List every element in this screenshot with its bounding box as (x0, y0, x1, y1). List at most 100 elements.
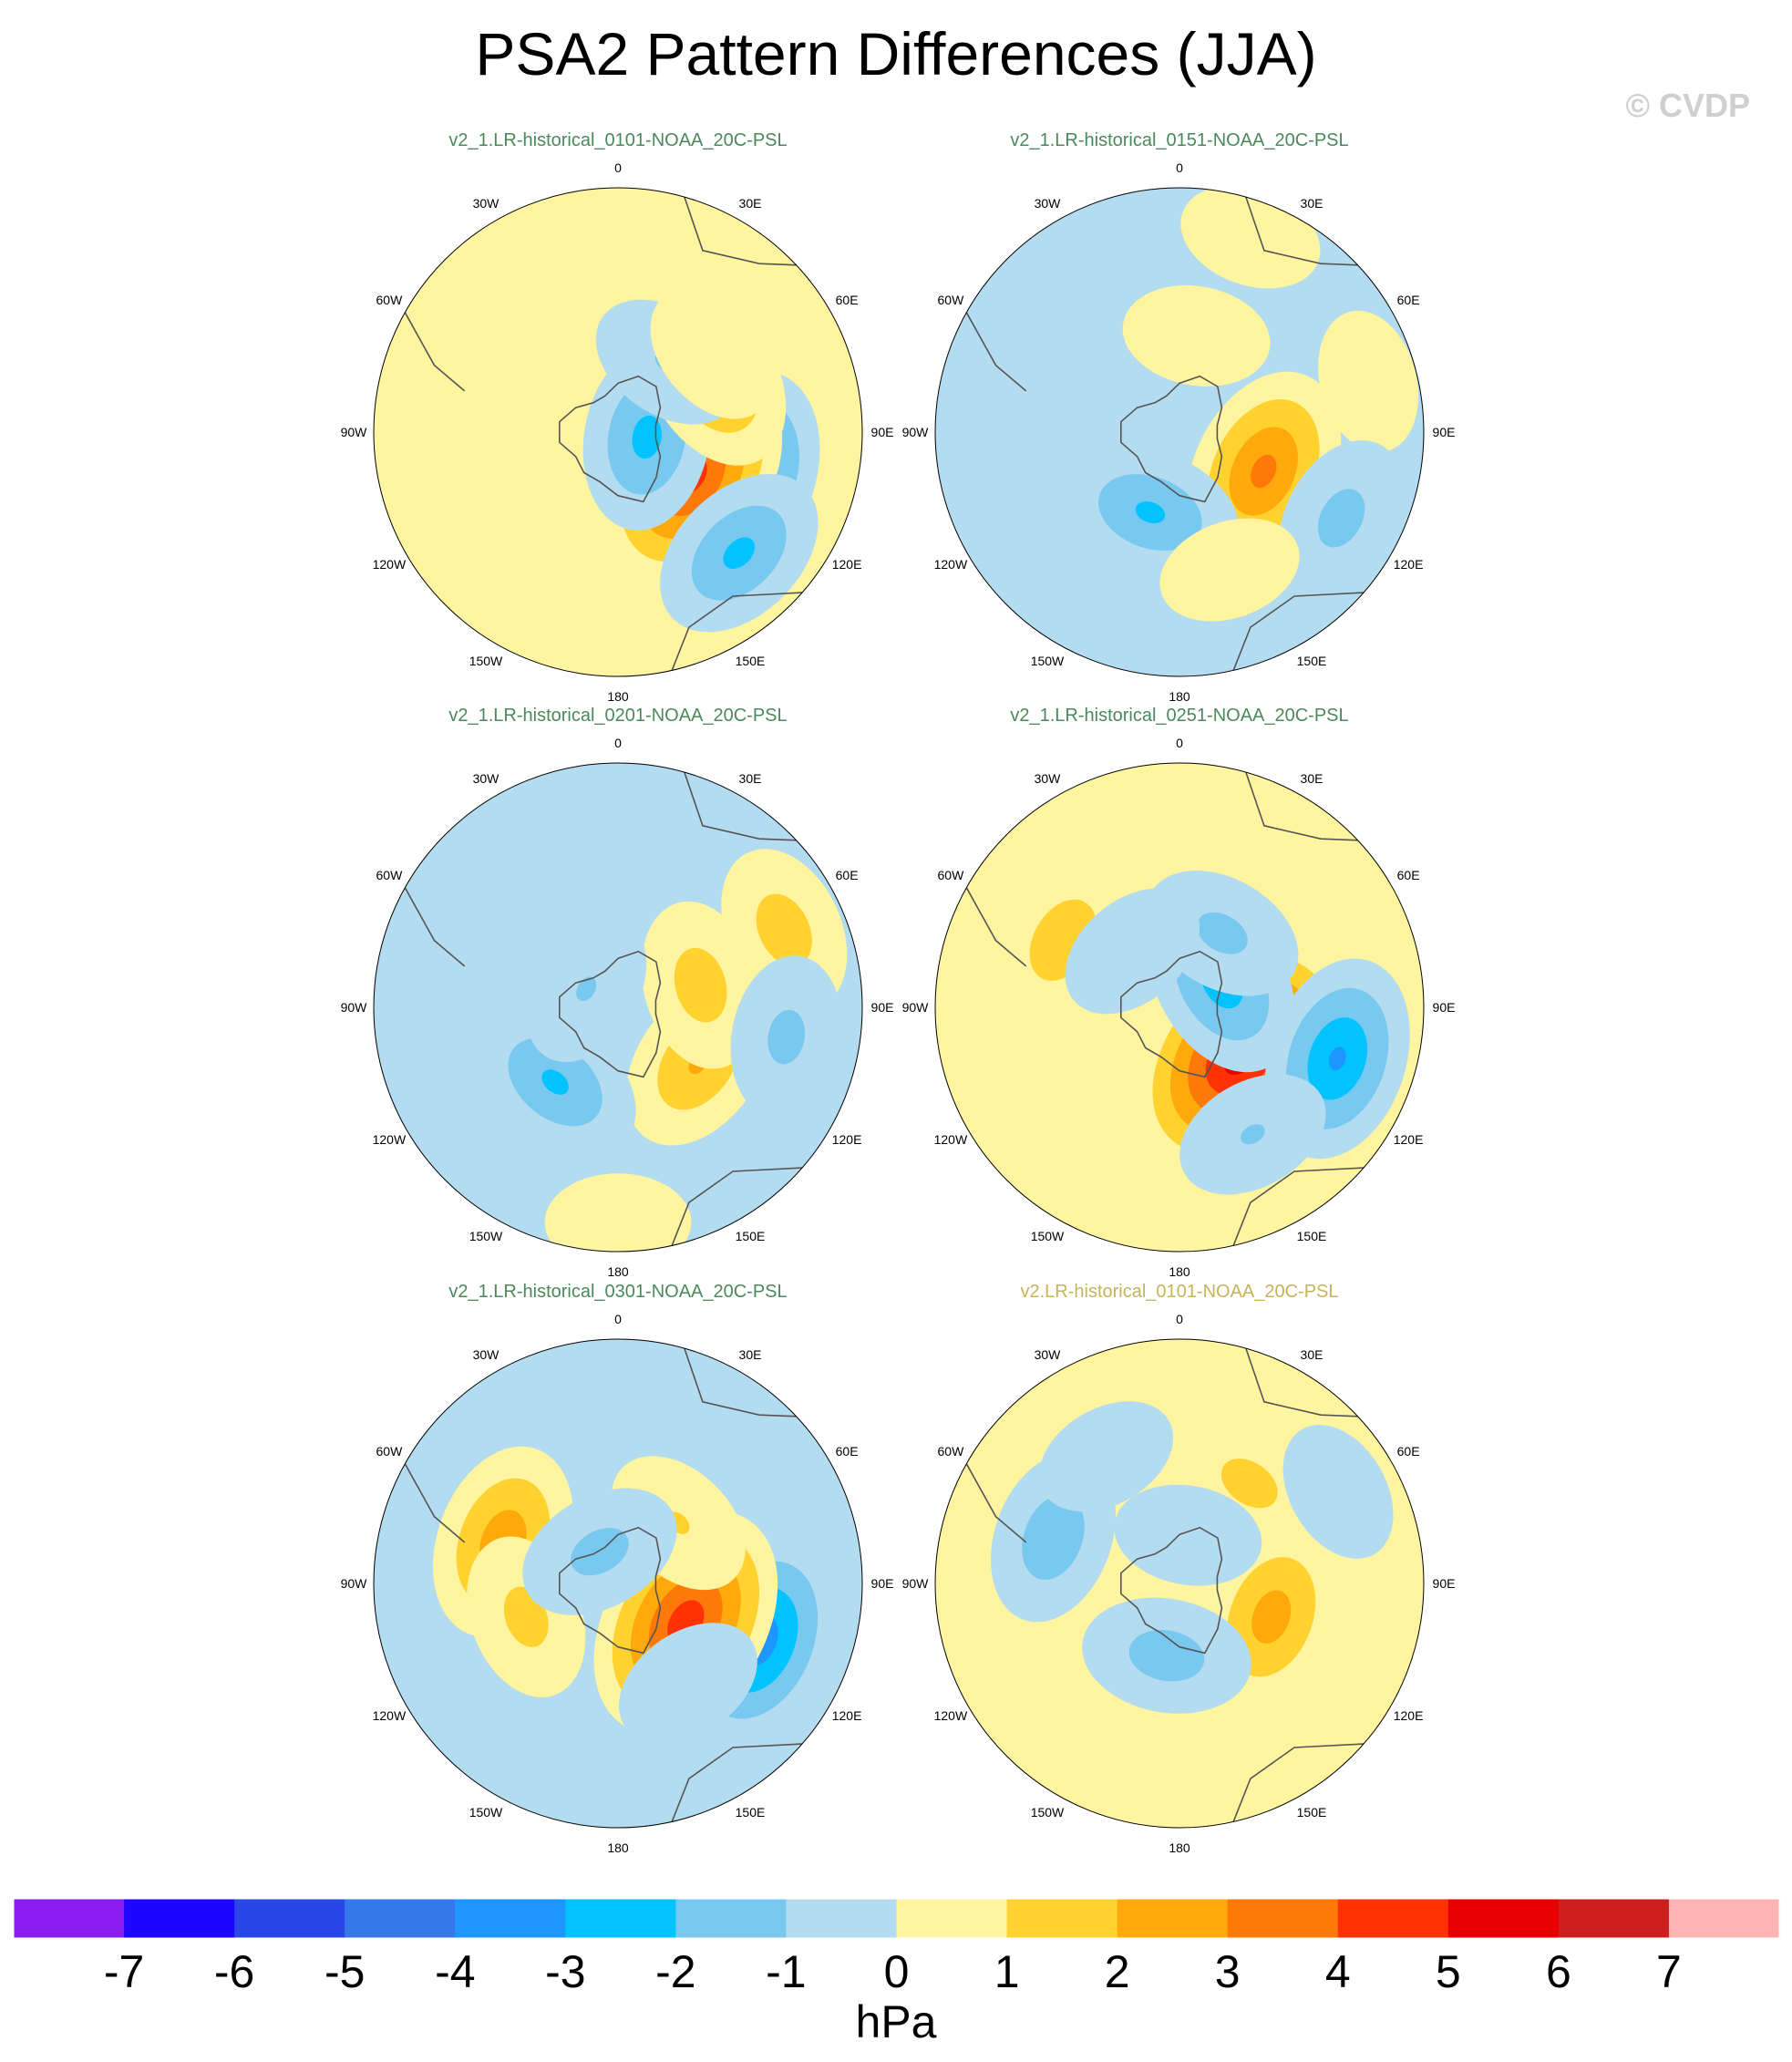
colorbar-swatch (1558, 1899, 1670, 1938)
contour-field (935, 1339, 1424, 1828)
coastline (669, 1742, 809, 1828)
contour-level (1114, 1484, 1262, 1586)
colorbar-tick-label: -6 (214, 1946, 254, 1997)
longitude-label: 30W (473, 196, 500, 211)
map-border (934, 762, 1425, 1253)
longitude-label: 90E (871, 425, 894, 439)
longitude-label: 120E (832, 557, 862, 572)
longitude-label: 60W (938, 1444, 965, 1459)
longitude-label: 150W (469, 654, 503, 668)
longitude-label: 90W (341, 425, 368, 439)
longitude-label: 0 (1176, 1312, 1183, 1326)
longitude-label: 90E (1433, 1000, 1456, 1015)
coastline (401, 1458, 466, 1543)
longitude-label: 150W (1031, 1229, 1065, 1243)
contour-level (1135, 501, 1166, 524)
colorbar-tick-label: 7 (1656, 1946, 1682, 1997)
longitude-label: 120W (934, 1132, 968, 1147)
colorbar-tick-label: 4 (1325, 1946, 1351, 1997)
copyright-label: © CVDP (1625, 87, 1750, 124)
longitude-label: 90E (871, 1576, 894, 1591)
longitude-label: 90W (902, 1576, 930, 1591)
contour-level (1065, 888, 1200, 1015)
antarctica-outline (558, 1526, 662, 1655)
longitude-label: 150W (1031, 654, 1065, 668)
panel-title: v2_1.LR-historical_0101-NOAA_20C-PSL (448, 130, 787, 150)
colorbar-swatch (345, 1899, 456, 1938)
contour-level (1039, 1401, 1174, 1512)
map-panel: v2.LR-historical_0101-NOAA_20C-PSL 0 30E 60… (902, 1282, 1456, 1855)
coastline (1231, 1742, 1371, 1828)
map-panel: v2_1.LR-historical_0201-NOAA_20C-PSL 0 30E… (341, 706, 894, 1279)
longitude-label: 30E (1301, 771, 1323, 786)
longitude-label: 60W (938, 868, 965, 882)
colorbar-tick-label: -5 (324, 1946, 365, 1997)
antarctica-outline (558, 950, 662, 1078)
coastline (963, 306, 1027, 392)
panel-title: v2.LR-historical_0101-NOAA_20C-PSL (1020, 1282, 1338, 1302)
longitude-label: 120E (1394, 1132, 1424, 1147)
longitude-label: 30W (1035, 196, 1062, 211)
contour-field (374, 188, 862, 676)
contour-level (767, 1009, 806, 1065)
antarctica-outline (1120, 950, 1223, 1078)
map-panel: v2_1.LR-historical_0151-NOAA_20C-PSL 0 30E… (902, 130, 1456, 704)
longitude-label: 90E (1433, 425, 1456, 439)
colorbar-swatch (896, 1899, 1008, 1938)
longitude-label: 60E (836, 868, 859, 882)
contour-level (1328, 1046, 1346, 1071)
map-panel: v2_1.LR-historical_0301-NOAA_20C-PSL 0 30E… (341, 1282, 894, 1855)
longitude-label: 0 (614, 736, 622, 750)
coastline (401, 306, 466, 392)
contour-field (935, 763, 1424, 1252)
coastline (963, 1458, 1027, 1543)
colorbar-swatch (1337, 1899, 1449, 1938)
contour-level (1022, 1495, 1085, 1581)
longitude-label: 90W (341, 1576, 368, 1591)
panel-title: v2_1.LR-historical_0151-NOAA_20C-PSL (1010, 130, 1348, 150)
colorbar-swatch (786, 1899, 898, 1938)
contour-level (1220, 1459, 1278, 1509)
longitude-label: 60W (376, 1444, 404, 1459)
contour-level (571, 1528, 629, 1576)
longitude-label: 60W (376, 293, 404, 307)
colorbar-swatch (455, 1899, 566, 1938)
contour-level (632, 415, 662, 459)
coastline (669, 1166, 809, 1252)
colorbar: -7 -6 -5 -4 -3 -2 -1 0 1 2 3 4 5 6 7 (13, 1898, 1780, 1997)
longitude-label: 30W (1035, 1347, 1062, 1362)
colorbar-swatch (234, 1899, 345, 1938)
coastline (401, 882, 466, 967)
longitude-label: 90W (902, 1000, 930, 1015)
longitude-label: 60E (836, 293, 859, 307)
longitude-label: 180 (1169, 689, 1190, 704)
longitude-label: 120W (373, 1708, 407, 1723)
map-border (373, 187, 863, 677)
longitude-label: 90E (1433, 1576, 1456, 1591)
colorbar-swatch (14, 1899, 125, 1938)
colorbar-tick-label: -3 (545, 1946, 585, 1997)
panel-title: v2_1.LR-historical_0251-NOAA_20C-PSL (1010, 706, 1348, 726)
contour-field (374, 763, 862, 1252)
longitude-label: 90E (871, 1000, 894, 1015)
contour-level (1122, 285, 1271, 387)
longitude-label: 180 (1169, 1840, 1190, 1855)
contour-level (1159, 518, 1300, 622)
longitude-label: 120E (1394, 1708, 1424, 1723)
longitude-label: 30W (473, 771, 500, 786)
longitude-label: 30E (739, 1347, 762, 1362)
contour-level (1197, 912, 1248, 954)
contour-level (576, 976, 597, 1002)
colorbar-swatch (1006, 1899, 1118, 1938)
coastline (669, 591, 809, 676)
panel-title: v2_1.LR-historical_0201-NOAA_20C-PSL (448, 706, 787, 726)
colorbar-swatch (1117, 1899, 1229, 1938)
colorbar-swatch (1668, 1899, 1780, 1938)
colorbar-tick-label: 3 (1215, 1946, 1241, 1997)
contour-field (935, 188, 1424, 676)
longitude-label: 60E (1397, 1444, 1420, 1459)
longitude-label: 0 (1176, 736, 1183, 750)
longitude-label: 120E (832, 1708, 862, 1723)
longitude-label: 150E (736, 1229, 766, 1243)
